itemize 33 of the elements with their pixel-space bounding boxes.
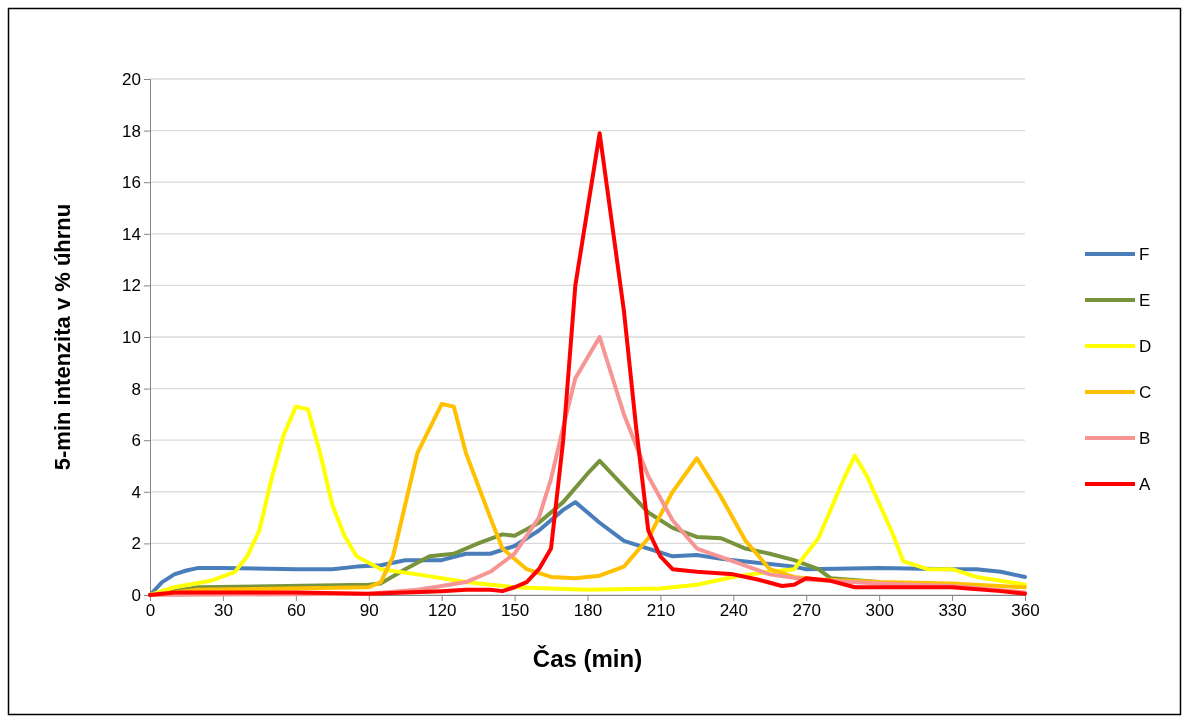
legend-label: F [1139, 245, 1150, 264]
x-tick-label: 120 [427, 601, 457, 621]
legend-label: B [1139, 429, 1151, 448]
y-tick-label: 6 [131, 431, 141, 451]
y-tick-label: 14 [122, 224, 141, 244]
y-tick-label: 16 [122, 173, 141, 193]
x-axis-title: Čas (min) [532, 645, 643, 672]
x-tick-label: 60 [286, 601, 306, 621]
y-tick-label: 20 [122, 69, 141, 89]
line-series [148, 131, 1027, 597]
x-tick-label: 240 [719, 601, 749, 621]
x-tick-label: 150 [500, 601, 530, 621]
y-tick-label: 4 [131, 482, 141, 502]
y-tick-label: 0 [131, 585, 141, 605]
y-tick-label: 10 [122, 327, 141, 347]
legend-label: C [1139, 383, 1152, 402]
x-tick-label: 90 [359, 601, 379, 621]
legend-label: D [1139, 337, 1152, 356]
y-tick-label: 8 [131, 379, 141, 399]
y-tick-label: 18 [122, 121, 141, 141]
x-tick-label: 30 [213, 601, 233, 621]
x-tick-label: 360 [1011, 601, 1040, 621]
y-tick-label: 12 [122, 276, 141, 296]
legend-label: E [1139, 291, 1151, 310]
x-tick-label: 0 [145, 601, 156, 621]
x-tick-label: 180 [573, 601, 603, 621]
x-tick-label: 270 [792, 601, 821, 621]
x-tick-label: 300 [865, 601, 894, 621]
y-tick-label: 2 [131, 534, 141, 554]
legend-label: A [1139, 475, 1151, 494]
x-tick-label: 330 [938, 601, 967, 621]
y-axis-title: 5-min intenzita v % úhrnu [50, 203, 75, 471]
x-tick-label: 210 [646, 601, 676, 621]
